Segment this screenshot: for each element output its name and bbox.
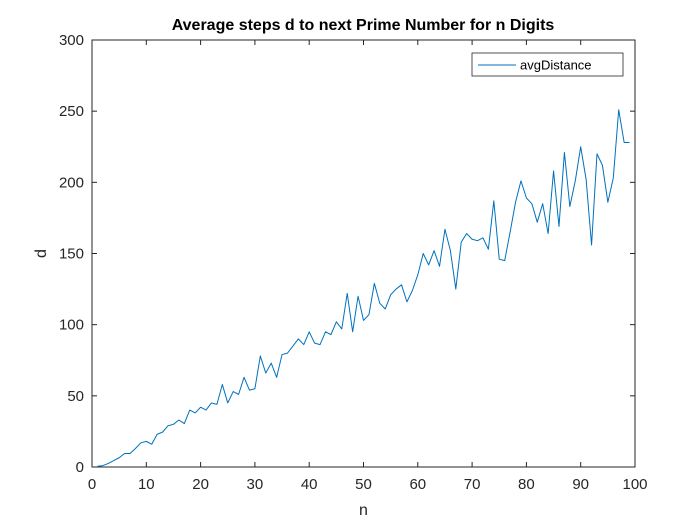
y-tick-label: 300 <box>59 32 84 49</box>
y-tick-label: 150 <box>59 246 84 263</box>
legend-box <box>471 52 624 77</box>
y-axis: 0 50 100 150 200 250 300 <box>59 32 635 476</box>
axes-box <box>91 39 636 468</box>
x-tick-label: 60 <box>409 476 426 493</box>
y-tick-label: 200 <box>59 174 84 191</box>
x-tick-label: 50 <box>355 476 372 493</box>
legend: avgDistance <box>471 52 624 77</box>
x-tick-label: 0 <box>88 476 96 493</box>
series-line-avgDistance <box>97 109 630 467</box>
y-tick-label: 0 <box>76 459 84 476</box>
x-tick-label: 70 <box>464 476 481 493</box>
x-tick-label: 10 <box>138 476 155 493</box>
y-axis-label: d <box>33 249 50 258</box>
x-tick-label: 40 <box>301 476 318 493</box>
y-tick-label: 50 <box>67 388 84 405</box>
x-tick-label: 100 <box>622 476 647 493</box>
y-tick-label: 100 <box>59 317 84 334</box>
legend-label-avgDistance: avgDistance <box>520 58 592 73</box>
x-axis-label: n <box>359 502 368 519</box>
y-tick-label: 250 <box>59 103 84 120</box>
chart-title: Average steps d to next Prime Number for… <box>172 17 555 34</box>
plot-area <box>91 39 636 468</box>
x-tick-label: 20 <box>192 476 209 493</box>
x-axis: 0 10 20 30 40 50 60 70 80 90 100 <box>88 40 648 493</box>
x-tick-label: 90 <box>572 476 589 493</box>
x-tick-label: 80 <box>518 476 535 493</box>
series-layer <box>97 109 630 467</box>
x-tick-label: 30 <box>247 476 264 493</box>
